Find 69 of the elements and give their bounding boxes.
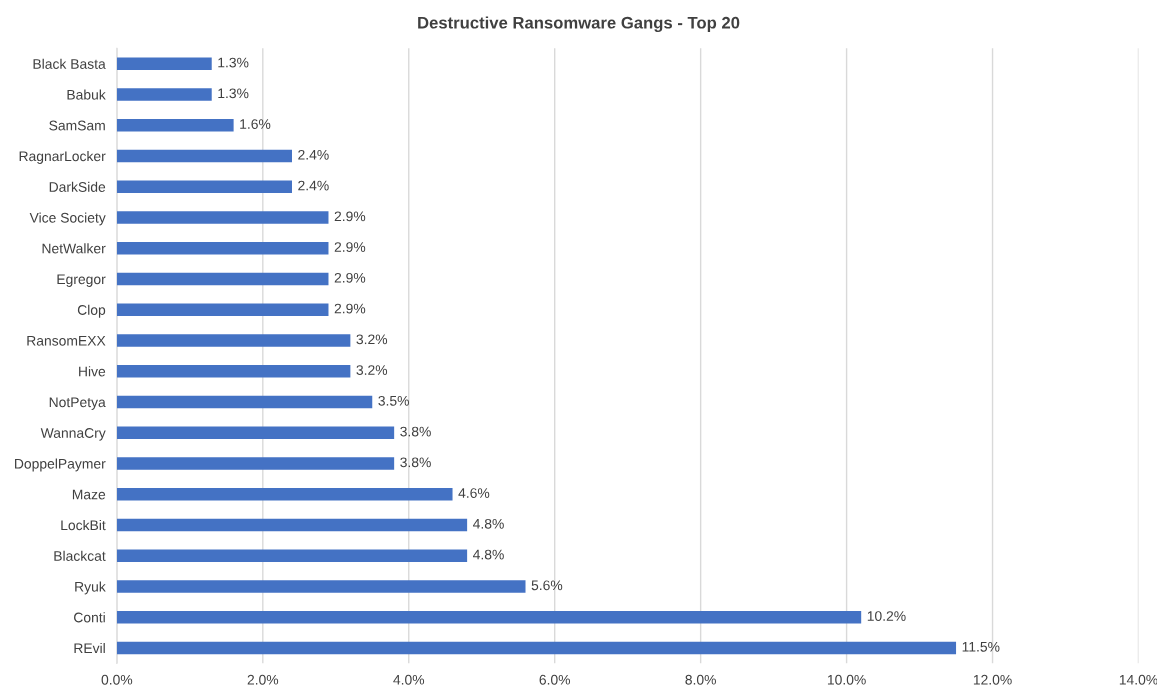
bar [116, 149, 292, 163]
bar [116, 57, 212, 70]
y-tick-label: NetWalker [42, 243, 106, 254]
y-tick-label: Vice Society [29, 212, 106, 226]
bar [116, 488, 453, 501]
y-tick-label: Egregor [57, 274, 106, 287]
x-tick-label: 2.0% [247, 674, 279, 685]
bar [116, 88, 212, 101]
bar [116, 303, 329, 316]
data-label: 3.2% [356, 334, 388, 345]
bar [116, 580, 526, 593]
bar [116, 457, 395, 470]
data-label: 1.3% [218, 88, 249, 99]
y-tick-label: RagnarLocker [19, 150, 106, 164]
y-tick-label: Hive [79, 366, 106, 377]
x-tick-label: 0.0% [101, 674, 133, 685]
data-label: 1.3% [218, 57, 249, 68]
data-label: 2.4% [298, 149, 329, 160]
data-label: 2.4% [298, 180, 329, 191]
y-tick-label: Babuk [67, 89, 106, 100]
data-label: 2.9% [334, 272, 366, 283]
x-tick-label: 10.0% [827, 674, 866, 685]
y-tick-label: RansomEXX [27, 335, 106, 346]
data-label: 2.9% [334, 303, 366, 314]
y-tick-label: LockBit [61, 519, 106, 531]
bar [116, 180, 292, 193]
bar [116, 119, 234, 132]
bar [116, 365, 351, 378]
data-label: 5.6% [531, 580, 563, 591]
data-label: 3.8% [400, 457, 431, 468]
y-tick-label: REvil [74, 642, 105, 654]
y-tick-label: SamSam [49, 120, 105, 131]
x-tick-label: 14.0% [1119, 674, 1157, 685]
bar [116, 334, 351, 347]
y-tick-label: DoppelPaymer [15, 458, 106, 472]
x-tick-label: 4.0% [393, 674, 425, 685]
bar [116, 211, 329, 224]
bar [116, 395, 373, 409]
data-label: 4.8% [473, 518, 504, 529]
data-label: 11.5% [962, 641, 1000, 652]
bar [116, 272, 329, 286]
x-tick-label: 12.0% [973, 674, 1012, 685]
data-label: 4.8% [473, 549, 504, 560]
data-label: 10.2% [867, 611, 906, 621]
data-label: 3.2% [356, 365, 388, 375]
bar [116, 549, 468, 562]
bar [116, 426, 395, 439]
y-tick-label: Clop [77, 304, 106, 318]
y-tick-label: Black Basta [33, 58, 106, 69]
data-label: 4.6% [458, 488, 490, 498]
data-label: 3.5% [378, 395, 409, 406]
data-label: 2.9% [334, 211, 366, 222]
data-label: 1.6% [240, 119, 271, 129]
y-tick-label: NotPetya [49, 397, 106, 410]
y-tick-label: Maze [72, 489, 106, 500]
bar [116, 242, 329, 255]
y-tick-label: DarkSide [49, 181, 106, 192]
data-label: 2.9% [334, 242, 366, 252]
bar [116, 518, 468, 532]
y-tick-label: Conti [74, 612, 105, 623]
y-tick-label: Blackcat [54, 550, 106, 561]
y-tick-label: WannaCry [40, 428, 106, 441]
bar [116, 611, 862, 624]
x-tick-label: 6.0% [539, 674, 571, 685]
data-label: 3.8% [400, 426, 431, 437]
y-tick-label: Ryuk [75, 581, 106, 595]
bar [116, 641, 957, 655]
x-tick-label: 8.0% [685, 674, 716, 685]
chart-title: Destructive Ransomware Gangs - Top 20 [418, 16, 740, 32]
